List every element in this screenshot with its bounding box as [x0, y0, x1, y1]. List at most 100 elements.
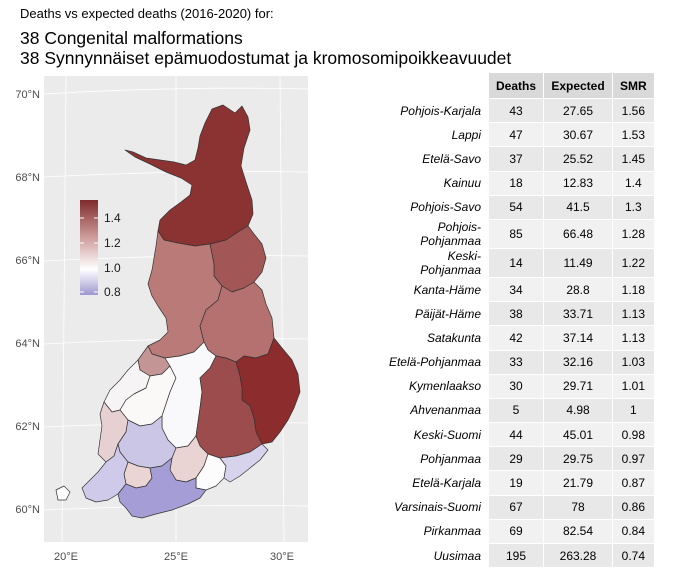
- deaths-value: 43: [487, 97, 545, 124]
- region-name: Keski-Suomi: [386, 422, 489, 448]
- deaths-value: 34: [487, 276, 545, 303]
- deaths-value: 33: [487, 349, 545, 375]
- smr-value: 1.56: [612, 97, 655, 124]
- subtitle: Deaths vs expected deaths (2016-2020) fo…: [20, 6, 274, 21]
- header-blank: [387, 73, 489, 99]
- expected-value: 41.5: [543, 194, 614, 220]
- lat-label-64: 64°N: [15, 338, 40, 350]
- table-row: Pohjanmaa 29 29.75 0.97: [386, 446, 655, 472]
- smr-value: 1.53: [612, 122, 655, 148]
- legend-ticks: [80, 217, 98, 293]
- legend-labels: 1.4 1.2 1.0 0.8: [104, 211, 121, 299]
- expected-value: 11.49: [543, 247, 614, 278]
- deaths-value: 37: [487, 146, 545, 172]
- expected-value: 27.65: [543, 97, 614, 124]
- lon-label-30: 30°E: [270, 551, 294, 563]
- region-name: Kymenlaakso: [386, 373, 489, 399]
- expected-value: 66.48: [543, 218, 614, 249]
- region-uusimaa: [117, 457, 207, 519]
- smr-value: 0.87: [612, 470, 655, 496]
- smr-value: 1.4: [612, 170, 655, 196]
- expected-value: 29.71: [543, 373, 614, 399]
- region-name: Pohjois-Karjala: [386, 97, 489, 124]
- deaths-value: 38: [487, 301, 545, 327]
- region-name: Pohjois-Savo: [386, 194, 489, 220]
- table-row: Päijät-Häme 38 33.71 1.13: [386, 301, 655, 327]
- legend-label-3: 1.0: [104, 261, 121, 275]
- deaths-value: 44: [487, 422, 545, 448]
- smr-value: 0.74: [612, 542, 655, 569]
- table-row: Ahvenanmaa 5 4.98 1: [386, 397, 655, 424]
- smr-value: 0.84: [612, 518, 655, 545]
- table-header-row: Deaths Expected SMR: [387, 72, 655, 99]
- table-row: Pohjois-Savo 54 41.5 1.3: [386, 194, 655, 220]
- expected-value: 12.83: [543, 170, 614, 196]
- smr-value: 1.22: [612, 247, 655, 278]
- region-name: Varsinais-Suomi: [386, 494, 489, 520]
- lon-axis-labels: 20°E 25°E 30°E: [54, 551, 294, 563]
- expected-value: 37.14: [543, 325, 614, 351]
- region-name: Pohjanmaa: [386, 446, 489, 472]
- expected-value: 29.75: [543, 446, 614, 472]
- region-name: Ahvenanmaa: [386, 397, 489, 424]
- table-row: Kainuu 18 12.83 1.4: [386, 170, 655, 196]
- table-row: Pirkanmaa 69 82.54 0.84: [386, 518, 655, 545]
- region-name: Päijät-Häme: [386, 301, 489, 327]
- expected-value: 32.16: [543, 349, 614, 375]
- expected-value: 21.79: [543, 470, 614, 496]
- region-name: Etelä-Savo: [386, 146, 489, 172]
- region-etela-karjala: [219, 443, 269, 483]
- title-fi: 38 Synnynnäiset epämuodostumat ja kromos…: [20, 48, 512, 68]
- region-name: Lappi: [386, 122, 489, 148]
- smr-value: 1.45: [612, 146, 655, 172]
- table-row: Keski-Pohjanmaa 14 11.49 1.22: [386, 247, 655, 278]
- smr-value: 0.97: [612, 446, 655, 472]
- deaths-value: 85: [487, 218, 545, 249]
- lat-label-62: 62°N: [15, 421, 40, 433]
- region-name: Uusimaa: [386, 542, 489, 569]
- deaths-value: 14: [487, 247, 545, 278]
- smr-value: 1.03: [612, 349, 655, 375]
- region-name: Kanta-Häme: [386, 276, 489, 303]
- expected-value: 33.71: [543, 301, 614, 327]
- expected-value: 45.01: [543, 422, 614, 448]
- expected-value: 28.8: [543, 276, 614, 303]
- table-row: Pohjois-Pohjanmaa 85 66.48 1.28: [386, 218, 655, 249]
- region-name: Pohjois-Pohjanmaa: [386, 218, 489, 249]
- table-row: Pohjois-Karjala 43 27.65 1.56: [386, 97, 655, 124]
- smr-value: 1: [612, 397, 655, 424]
- deaths-value: 18: [487, 170, 545, 196]
- legend-label-2: 1.2: [104, 236, 121, 250]
- smr-table: Deaths Expected SMR Pohjois-Karjala 43 27.…: [386, 72, 655, 569]
- table-row: Etelä-Savo 37 25.52 1.45: [386, 146, 655, 172]
- lat-label-66: 66°N: [15, 255, 40, 267]
- deaths-value: 69: [487, 518, 545, 545]
- legend-label-1: 1.4: [104, 211, 121, 225]
- table-row: Etelä-Pohjanmaa 33 32.16 1.03: [386, 349, 655, 375]
- lat-axis-labels: 70°N 68°N 66°N 64°N 62°N 60°N: [15, 89, 40, 516]
- region-name: Kainuu: [386, 170, 489, 196]
- deaths-value: 29: [487, 446, 545, 472]
- region-name: Satakunta: [386, 325, 489, 351]
- table-row: Satakunta 42 37.14 1.13: [386, 325, 655, 351]
- region-ahvenanmaa: [55, 485, 71, 501]
- expected-value: 25.52: [543, 146, 614, 172]
- table-row: Kymenlaakso 30 29.71 1.01: [386, 373, 655, 399]
- deaths-value: 19: [487, 470, 545, 496]
- region-name: Etelä-Karjala: [386, 470, 489, 496]
- deaths-value: 42: [487, 325, 545, 351]
- smr-value: 0.98: [612, 422, 655, 448]
- title-en: 38 Congenital malformations: [20, 28, 243, 48]
- deaths-value: 67: [487, 494, 545, 520]
- expected-value: 30.67: [543, 122, 614, 148]
- table-row: Uusimaa 195 263.28 0.74: [386, 542, 655, 569]
- table-row: Keski-Suomi 44 45.01 0.98: [386, 422, 655, 448]
- expected-value: 78: [543, 494, 614, 520]
- deaths-value: 54: [487, 194, 545, 220]
- header-deaths: Deaths: [487, 72, 545, 99]
- lat-label-68: 68°N: [15, 172, 40, 184]
- smr-value: 1.18: [612, 276, 655, 303]
- deaths-value: 5: [487, 397, 545, 424]
- smr-value: 1.3: [612, 194, 655, 220]
